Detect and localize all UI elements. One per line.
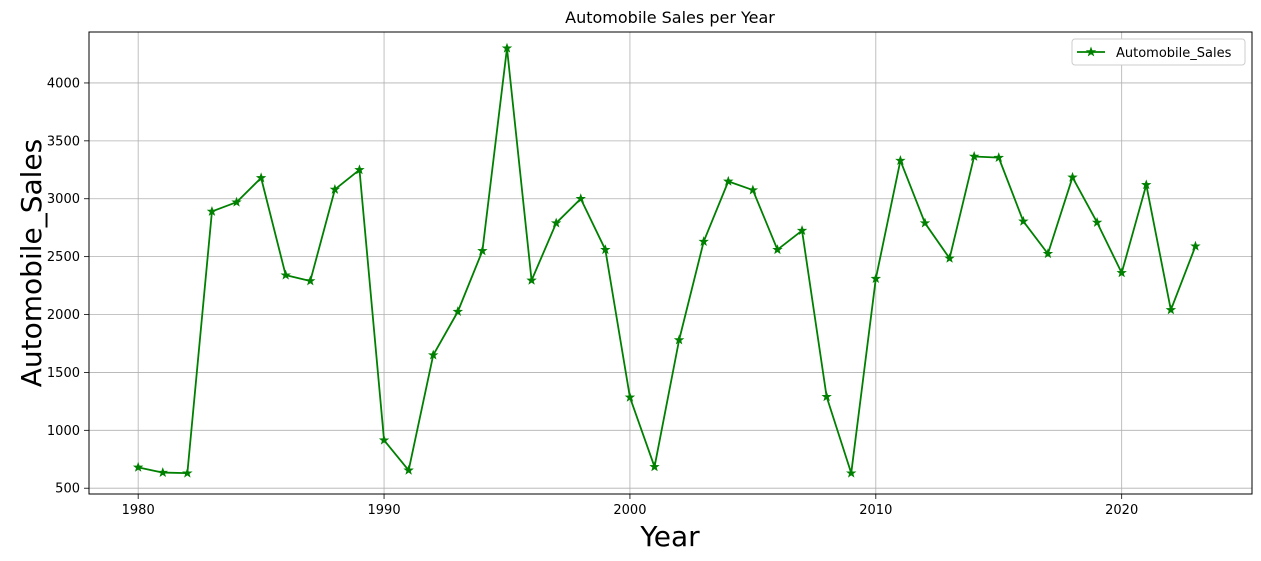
data-point-marker — [206, 205, 218, 216]
data-point-marker — [1190, 240, 1201, 251]
x-tick-label: 1990 — [368, 503, 401, 518]
data-point-marker — [354, 164, 365, 175]
data-point-marker — [305, 275, 316, 286]
data-point-marker — [452, 306, 464, 317]
data-point-marker — [821, 391, 832, 402]
data-point-marker — [182, 467, 193, 478]
x-axis-ticks: 1980 1990 2000 2010 2020 — [122, 494, 1138, 518]
data-point-marker — [477, 245, 488, 256]
legend-star — [1085, 46, 1097, 57]
data-point-marker — [968, 150, 980, 161]
y-tick-label: 1000 — [47, 424, 80, 439]
data-point-marker — [1141, 179, 1152, 190]
data-point-marker — [526, 274, 537, 285]
x-tick-label: 2010 — [859, 503, 892, 518]
data-point-marker — [772, 244, 783, 255]
y-tick-label: 500 — [55, 482, 80, 497]
y-tick-label: 2500 — [47, 250, 80, 265]
data-point-marker — [329, 183, 341, 194]
y-tick-label: 2000 — [47, 308, 80, 323]
data-point-marker — [796, 225, 808, 236]
data-point-marker — [157, 467, 168, 478]
data-point-marker — [550, 217, 562, 228]
data-point-marker — [403, 464, 414, 475]
data-point-marker — [280, 269, 291, 280]
data-point-marker — [255, 172, 267, 183]
data-point-marker — [1018, 215, 1029, 226]
legend-box — [1071, 38, 1246, 66]
grid-lines — [89, 32, 1252, 494]
data-point-marker — [1042, 248, 1054, 259]
y-tick-label: 3500 — [47, 134, 80, 149]
y-tick-label: 1500 — [47, 366, 80, 381]
y-tick-label: 4000 — [47, 76, 80, 91]
y-axis-ticks: 500 1000 1500 2000 2500 3000 3500 4000 — [47, 76, 89, 497]
x-tick-label: 2020 — [1105, 503, 1138, 518]
x-tick-label: 1980 — [122, 503, 155, 518]
legend-star-marker — [1085, 46, 1097, 57]
data-point-marker — [132, 461, 144, 472]
legend-label: Automobile_Sales — [1116, 46, 1232, 61]
data-point-marker — [231, 196, 242, 207]
data-point-marker — [944, 252, 955, 263]
y-axis-title: Automobile_Sales — [15, 139, 48, 388]
data-point-marker — [919, 217, 931, 228]
x-tick-label: 2000 — [613, 503, 646, 518]
data-point-marker — [624, 391, 636, 402]
legend: Automobile_Sales — [1071, 38, 1246, 66]
data-point-marker — [378, 434, 390, 445]
data-point-marker — [1116, 267, 1127, 278]
data-point-marker — [747, 184, 759, 195]
data-point-marker — [649, 461, 660, 472]
data-point-marker — [870, 273, 882, 284]
y-tick-label: 3000 — [47, 192, 80, 207]
data-point-marker — [428, 349, 439, 360]
data-point-marker — [1091, 216, 1103, 227]
data-point-marker — [993, 152, 1004, 163]
data-point-marker — [723, 175, 734, 186]
x-axis-title: Year — [639, 520, 700, 553]
data-point-marker — [1067, 171, 1078, 182]
series-layer — [132, 42, 1201, 478]
data-point-marker — [846, 467, 857, 478]
plot-frame — [88, 31, 1253, 495]
data-point-marker — [895, 155, 906, 165]
data-point-marker — [673, 334, 685, 345]
data-point-marker — [575, 193, 586, 204]
series-line — [137, 47, 1197, 475]
chart-title: Automobile Sales per Year — [565, 8, 775, 27]
data-point-marker — [698, 236, 709, 247]
data-point-marker — [600, 244, 611, 255]
data-point-marker — [501, 42, 513, 53]
data-point-marker — [1165, 304, 1177, 315]
